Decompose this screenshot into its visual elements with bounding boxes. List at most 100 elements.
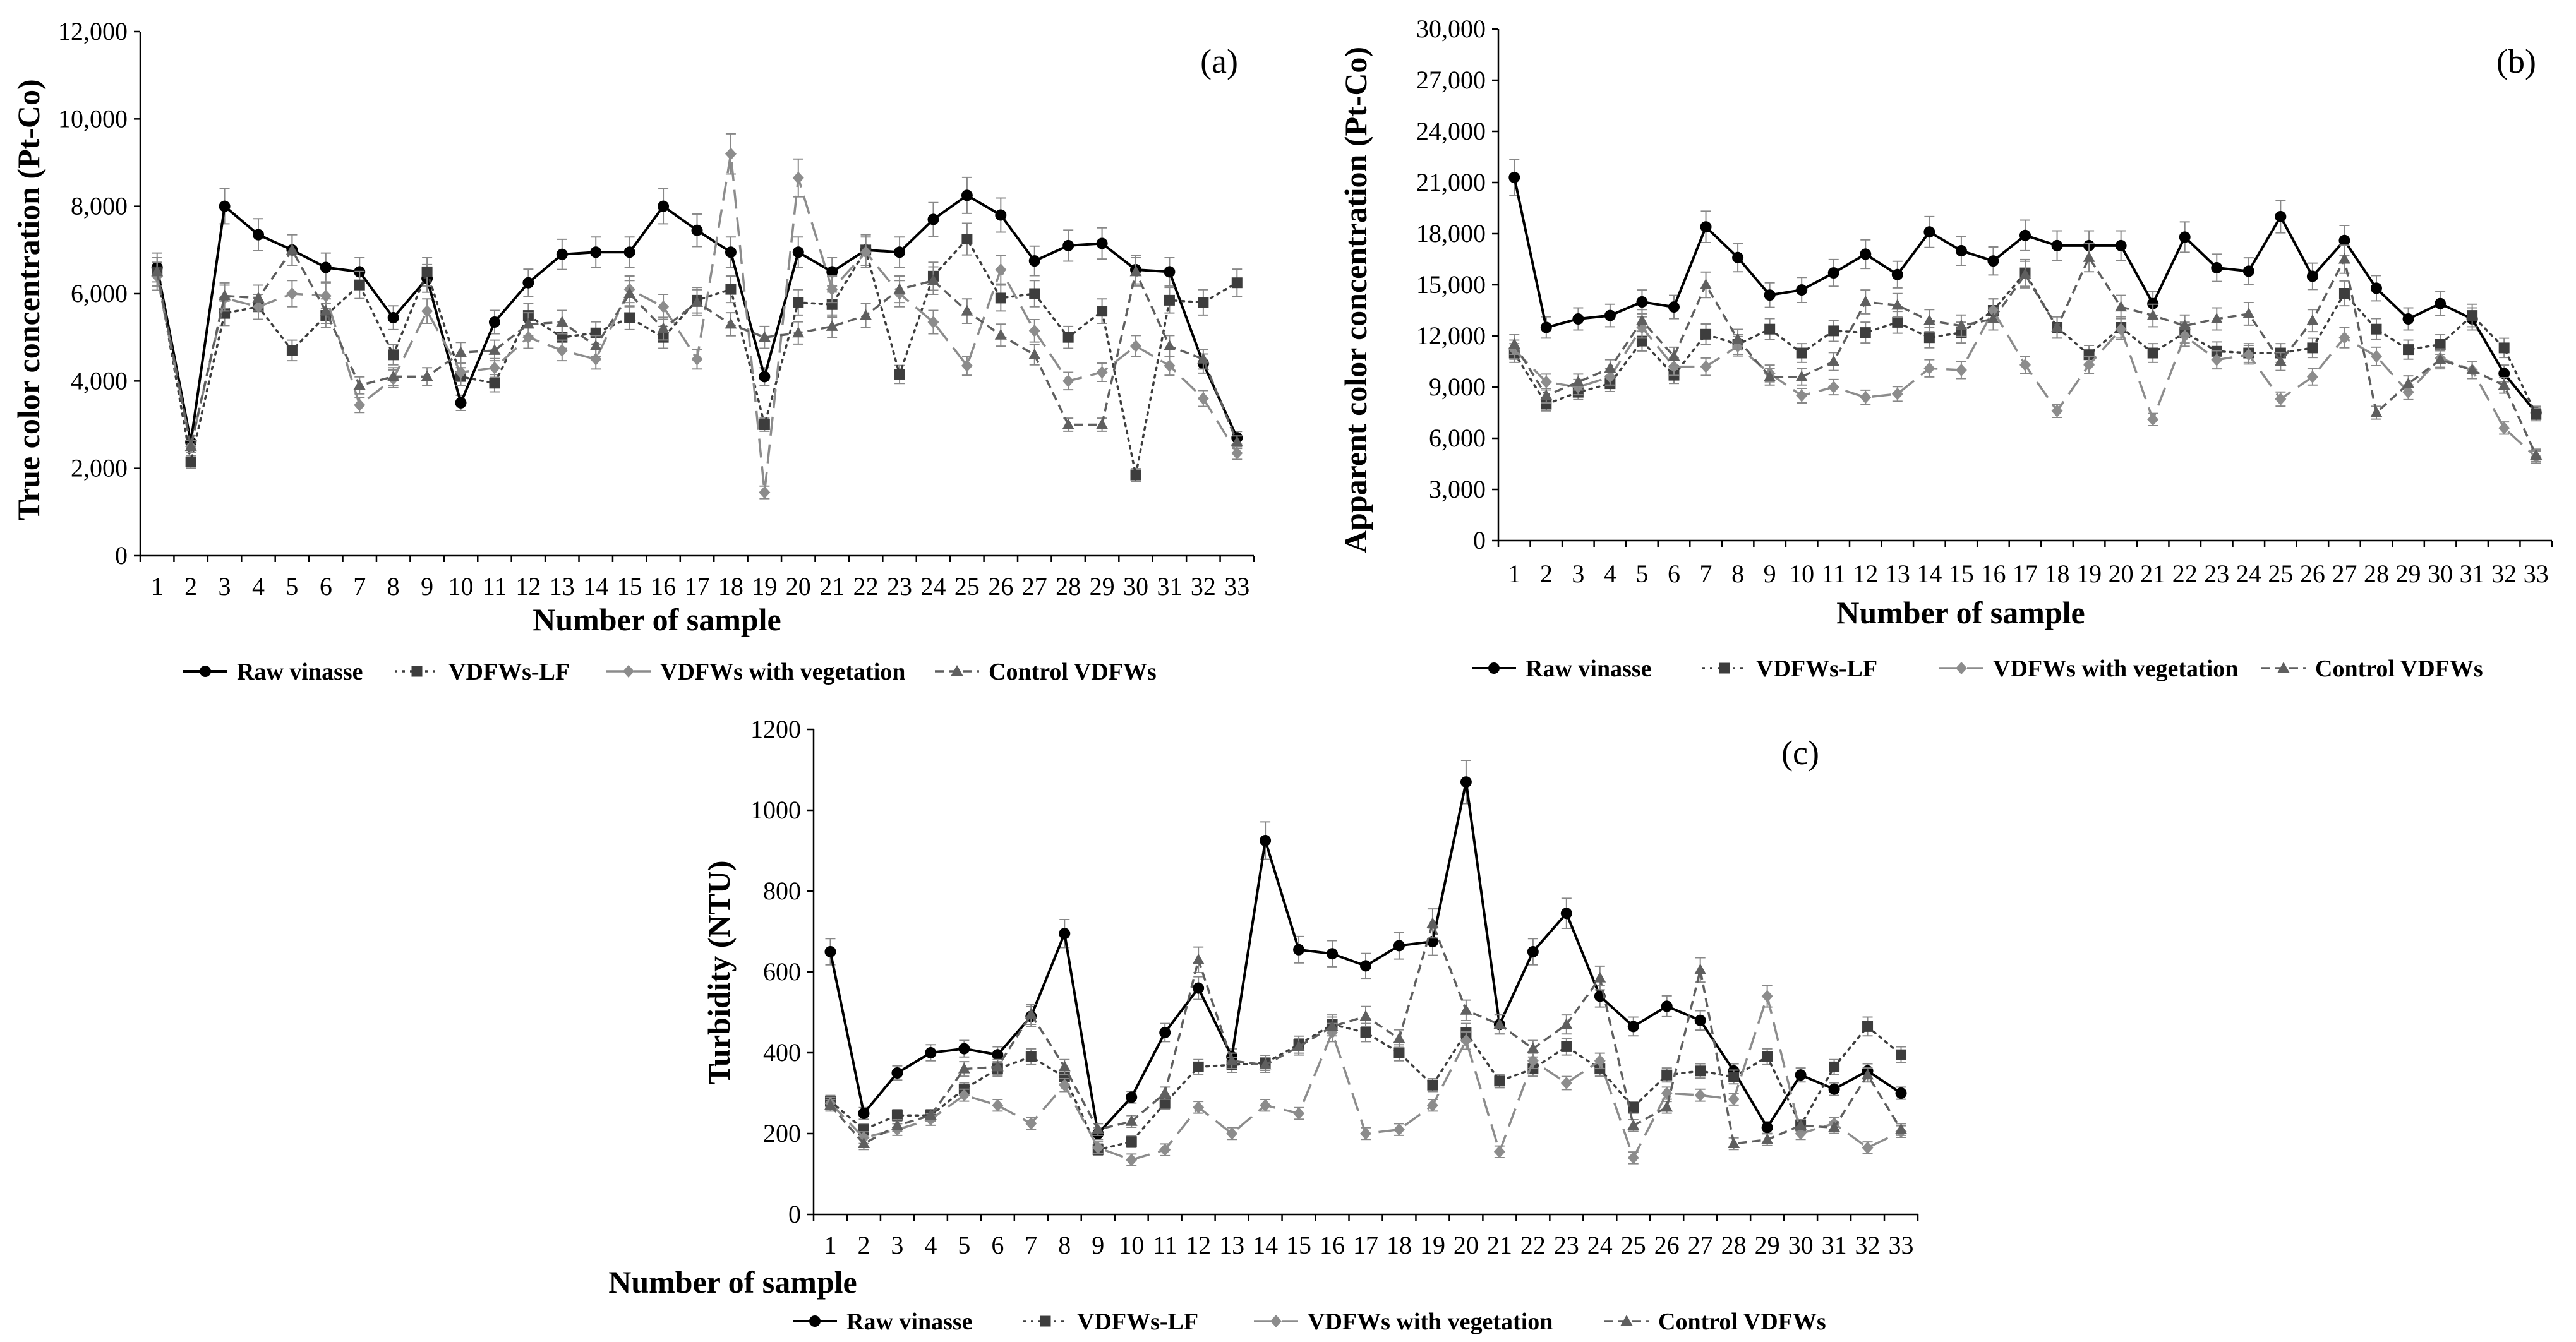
legend-swatch-marker [411,666,423,677]
x-tick-label: 9 [1092,1231,1104,1259]
data-point [1923,362,1935,375]
data-point [1359,1010,1372,1021]
data-point [1594,1054,1606,1067]
y-tick-label: 0 [1473,526,1486,554]
series-control-vdfws [1508,243,2543,462]
x-tick-label: 1 [151,572,164,601]
x-tick-label: 12 [515,572,541,601]
x-tick-label: 17 [1353,1231,1378,1259]
x-tick-label: 18 [718,572,743,601]
data-point [1097,306,1108,317]
data-point [1025,1117,1037,1130]
data-point [2402,313,2414,325]
x-tick-label: 5 [1635,560,1648,588]
x-tick-label: 7 [1025,1231,1037,1259]
legend-label-control-vdfws: Control VDFWs [2315,656,2483,682]
data-point [2242,348,2254,361]
data-point [1541,398,1552,410]
data-point [286,243,298,255]
data-point [792,327,805,338]
x-tick-label: 13 [1885,560,1910,588]
data-point [455,346,467,357]
series-line [1513,177,2537,414]
data-point [2467,310,2478,321]
data-point [1059,928,1071,940]
data-point [2306,314,2319,325]
data-point [1987,255,1999,267]
x-tick-label: 5 [286,572,298,601]
data-point [1126,1091,1138,1103]
data-point [1891,387,1903,400]
data-point [2498,342,2510,354]
data-point [1260,1099,1272,1112]
y-tick-label: 21,000 [1416,168,1486,196]
data-point [1694,963,1707,974]
legend-label-vdfws-lf: VDFWs-LF [1077,1309,1198,1335]
y-tick-label: 18,000 [1416,219,1486,248]
data-point [1731,333,1744,344]
data-point [1494,1075,1505,1087]
data-point [2402,377,2415,388]
data-point [2338,331,2350,344]
data-point [1231,446,1243,460]
x-tick-label: 28 [2364,560,2389,588]
y-tick-label: 6,000 [71,279,128,308]
series-raw-vinasse [151,176,1243,450]
data-point [1955,364,1967,376]
data-point [958,1089,970,1102]
data-point [1062,239,1074,251]
data-point [1627,1021,1639,1033]
y-tick-label: 0 [788,1200,801,1228]
data-point [725,246,737,258]
data-point [1159,1087,1171,1098]
x-tick-label: 8 [387,572,400,601]
x-tick-label: 19 [2076,560,2102,588]
x-tick-label: 27 [1688,1231,1713,1259]
data-point [421,266,433,277]
legend-swatch-marker [623,665,634,678]
data-point [893,283,906,294]
data-point [1226,1127,1238,1140]
x-tick-label: 10 [1119,1231,1144,1259]
y-tick-label: 400 [763,1038,801,1067]
data-point [2371,323,2382,335]
data-point [2147,347,2158,359]
data-point [2435,339,2446,350]
data-point [590,246,602,258]
data-point [1955,319,1968,330]
data-point [1668,360,1680,373]
y-tick-label: 15,000 [1416,270,1486,299]
data-point [1923,226,1935,238]
data-point [958,1062,970,1074]
series-control-vdfws [151,234,1243,454]
y-tick-label: 24,000 [1416,117,1486,145]
data-point [925,1047,937,1058]
x-tick-label: 26 [2300,560,2325,588]
data-point [353,379,366,390]
data-point [1164,294,1175,306]
x-tick-label: 24 [2236,560,2261,588]
data-point [1159,1098,1171,1109]
data-point [894,246,906,258]
data-point [623,246,635,258]
data-point [2498,368,2510,380]
data-point [252,291,265,303]
data-point [1796,347,1807,359]
x-tick-label: 25 [2268,560,2293,588]
legend-label-vdfws-lf: VDFWs-LF [448,659,570,685]
data-point [824,1099,836,1110]
data-point [1829,1061,1840,1072]
data-point [995,263,1007,276]
data-point [1796,284,1808,296]
data-point [522,277,534,289]
data-point [1493,1018,1506,1029]
data-point [1862,1021,1874,1032]
panel-label: (b) [2496,42,2536,80]
data-point [1828,1121,1841,1132]
legend: Raw vinasse VDFWs-LF VDFWs with vegetation… [183,659,1157,685]
x-tick-label: 18 [1387,1231,1412,1259]
data-point [691,352,703,366]
data-point [1700,360,1712,373]
data-point [2115,301,2128,312]
data-point [2019,229,2031,241]
